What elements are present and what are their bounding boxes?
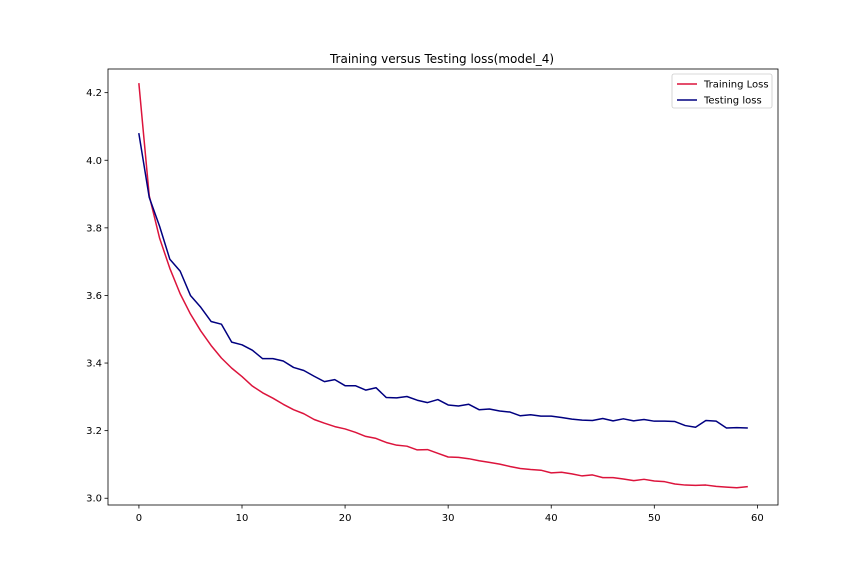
x-tick-label: 10 — [236, 513, 249, 524]
series-layer — [138, 83, 748, 489]
y-tick-label: 3.2 — [86, 426, 102, 437]
plot-background — [108, 69, 778, 505]
x-tick-label: 0 — [136, 513, 142, 524]
legend-label-testing-loss: Testing loss — [703, 96, 762, 107]
x-tick-label: 50 — [648, 513, 661, 524]
axes-frame — [107, 68, 779, 506]
series-line-training-loss — [138, 83, 748, 489]
x-tick-label: 20 — [339, 513, 352, 524]
plot-area — [108, 69, 778, 505]
y-tick-label: 3.0 — [86, 494, 102, 505]
x-tick-label: 60 — [751, 513, 764, 524]
chart-title: Training versus Testing loss(model_4) — [329, 52, 554, 66]
y-tick-label: 4.0 — [86, 156, 102, 167]
axes-layer: 0 10 20 30 40 50 60 3.0 3.2 3.4 3.6 3.8 4.0 4.2 — [86, 68, 779, 524]
legend-label-training-loss: Training Loss — [703, 80, 769, 91]
y-tick-label: 3.8 — [86, 223, 102, 234]
y-tick-label: 3.6 — [86, 291, 102, 302]
x-tick-label: 40 — [545, 513, 558, 524]
legend: Training Loss Testing loss — [671, 73, 773, 109]
series-line-testing-loss — [138, 133, 748, 429]
y-tick-label: 4.2 — [86, 88, 102, 99]
y-tick-label: 3.4 — [86, 359, 102, 370]
x-tick-label: 30 — [442, 513, 455, 524]
